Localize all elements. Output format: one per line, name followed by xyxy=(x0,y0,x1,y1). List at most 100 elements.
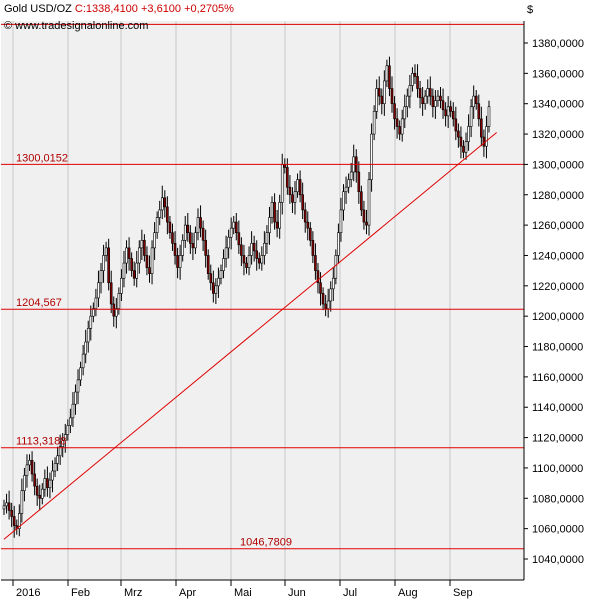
candle xyxy=(194,226,197,254)
candle-body xyxy=(418,88,422,98)
candle-body xyxy=(140,239,144,249)
candle xyxy=(265,225,269,254)
candle xyxy=(324,294,327,317)
y-tick-label: 1120,0000 xyxy=(532,433,583,445)
candle-body xyxy=(372,110,376,135)
candle-body xyxy=(107,247,110,284)
candle xyxy=(278,194,281,239)
candle-body xyxy=(446,106,450,117)
level-label: 1113,3188 xyxy=(16,436,66,448)
candle-body xyxy=(227,236,230,249)
candle-body xyxy=(132,270,136,279)
candle xyxy=(428,76,432,106)
candle xyxy=(35,478,39,506)
candle-body xyxy=(206,255,210,274)
candle xyxy=(411,67,414,92)
candle-body xyxy=(431,95,435,108)
candle-body xyxy=(480,118,483,138)
candle xyxy=(229,217,233,250)
candle xyxy=(2,499,6,515)
y-tick-label: 1080,0000 xyxy=(532,493,584,505)
candle-body xyxy=(316,270,320,284)
candle xyxy=(132,261,136,286)
candle-body xyxy=(23,475,26,492)
y-tick-label: 1060,0000 xyxy=(532,524,584,536)
y-tick-label: 1260,0000 xyxy=(532,220,584,232)
candle xyxy=(301,182,304,220)
candle-body xyxy=(204,239,207,256)
candle-body xyxy=(43,478,47,490)
candle xyxy=(421,87,424,116)
candle xyxy=(334,249,338,285)
candle xyxy=(250,231,253,265)
candle-body xyxy=(94,297,98,309)
candle-body xyxy=(383,80,386,105)
candle xyxy=(321,287,325,311)
x-tick-label: Mai xyxy=(234,587,252,599)
candle xyxy=(160,185,164,220)
candle xyxy=(99,263,103,294)
candle xyxy=(480,106,483,147)
candle-body xyxy=(237,232,241,246)
candle-body xyxy=(321,293,325,305)
level-label: 1300,0152 xyxy=(16,152,68,164)
candle-body xyxy=(76,379,80,393)
candle-body xyxy=(385,65,389,82)
x-tick-label: Aug xyxy=(398,587,418,599)
candle-body xyxy=(171,232,174,244)
candle-body xyxy=(125,247,128,264)
x-tick-label: Sep xyxy=(453,587,473,599)
candle xyxy=(316,263,320,294)
candle-body xyxy=(449,106,453,112)
candle xyxy=(398,120,401,141)
candle xyxy=(137,240,141,274)
candle-body xyxy=(375,88,378,112)
candle xyxy=(168,216,172,239)
candle-body xyxy=(53,463,57,472)
candle xyxy=(148,255,151,283)
candle xyxy=(416,64,419,98)
candle xyxy=(48,472,52,499)
candle xyxy=(457,123,460,148)
candle-body xyxy=(163,197,167,208)
candle-body xyxy=(122,262,126,279)
candle-body xyxy=(222,258,225,271)
candle xyxy=(444,102,447,127)
candle xyxy=(46,466,49,497)
candle-body xyxy=(143,239,146,256)
candle-body xyxy=(444,109,447,117)
candle xyxy=(426,79,430,104)
candle xyxy=(58,434,62,465)
candle-body xyxy=(214,285,218,294)
candle-body xyxy=(423,95,427,105)
candle-body xyxy=(97,282,100,299)
candle-body xyxy=(469,106,473,127)
candle xyxy=(140,229,144,261)
candle-body xyxy=(457,130,460,138)
candle xyxy=(214,278,218,305)
candle xyxy=(209,264,213,291)
candle-body xyxy=(370,133,373,180)
candle xyxy=(342,184,345,221)
candle xyxy=(30,451,34,482)
candle xyxy=(291,187,294,213)
candle-body xyxy=(186,224,190,234)
candle xyxy=(309,222,312,247)
candle-body xyxy=(311,239,315,256)
candle xyxy=(196,208,200,241)
candle xyxy=(436,90,440,107)
candle xyxy=(349,162,353,188)
candle-body xyxy=(217,277,220,287)
candle-body xyxy=(209,273,213,284)
candle xyxy=(7,490,11,520)
candle-body xyxy=(347,179,350,188)
x-tick-label: 2016 xyxy=(16,587,40,599)
candle-body xyxy=(293,191,297,203)
candle xyxy=(413,64,417,84)
candle-body xyxy=(81,353,85,369)
instrument-name: Gold USD/OZ xyxy=(4,3,72,15)
candle xyxy=(74,384,77,415)
candle-body xyxy=(145,255,149,268)
candle-body xyxy=(242,255,246,264)
candle xyxy=(469,99,473,138)
